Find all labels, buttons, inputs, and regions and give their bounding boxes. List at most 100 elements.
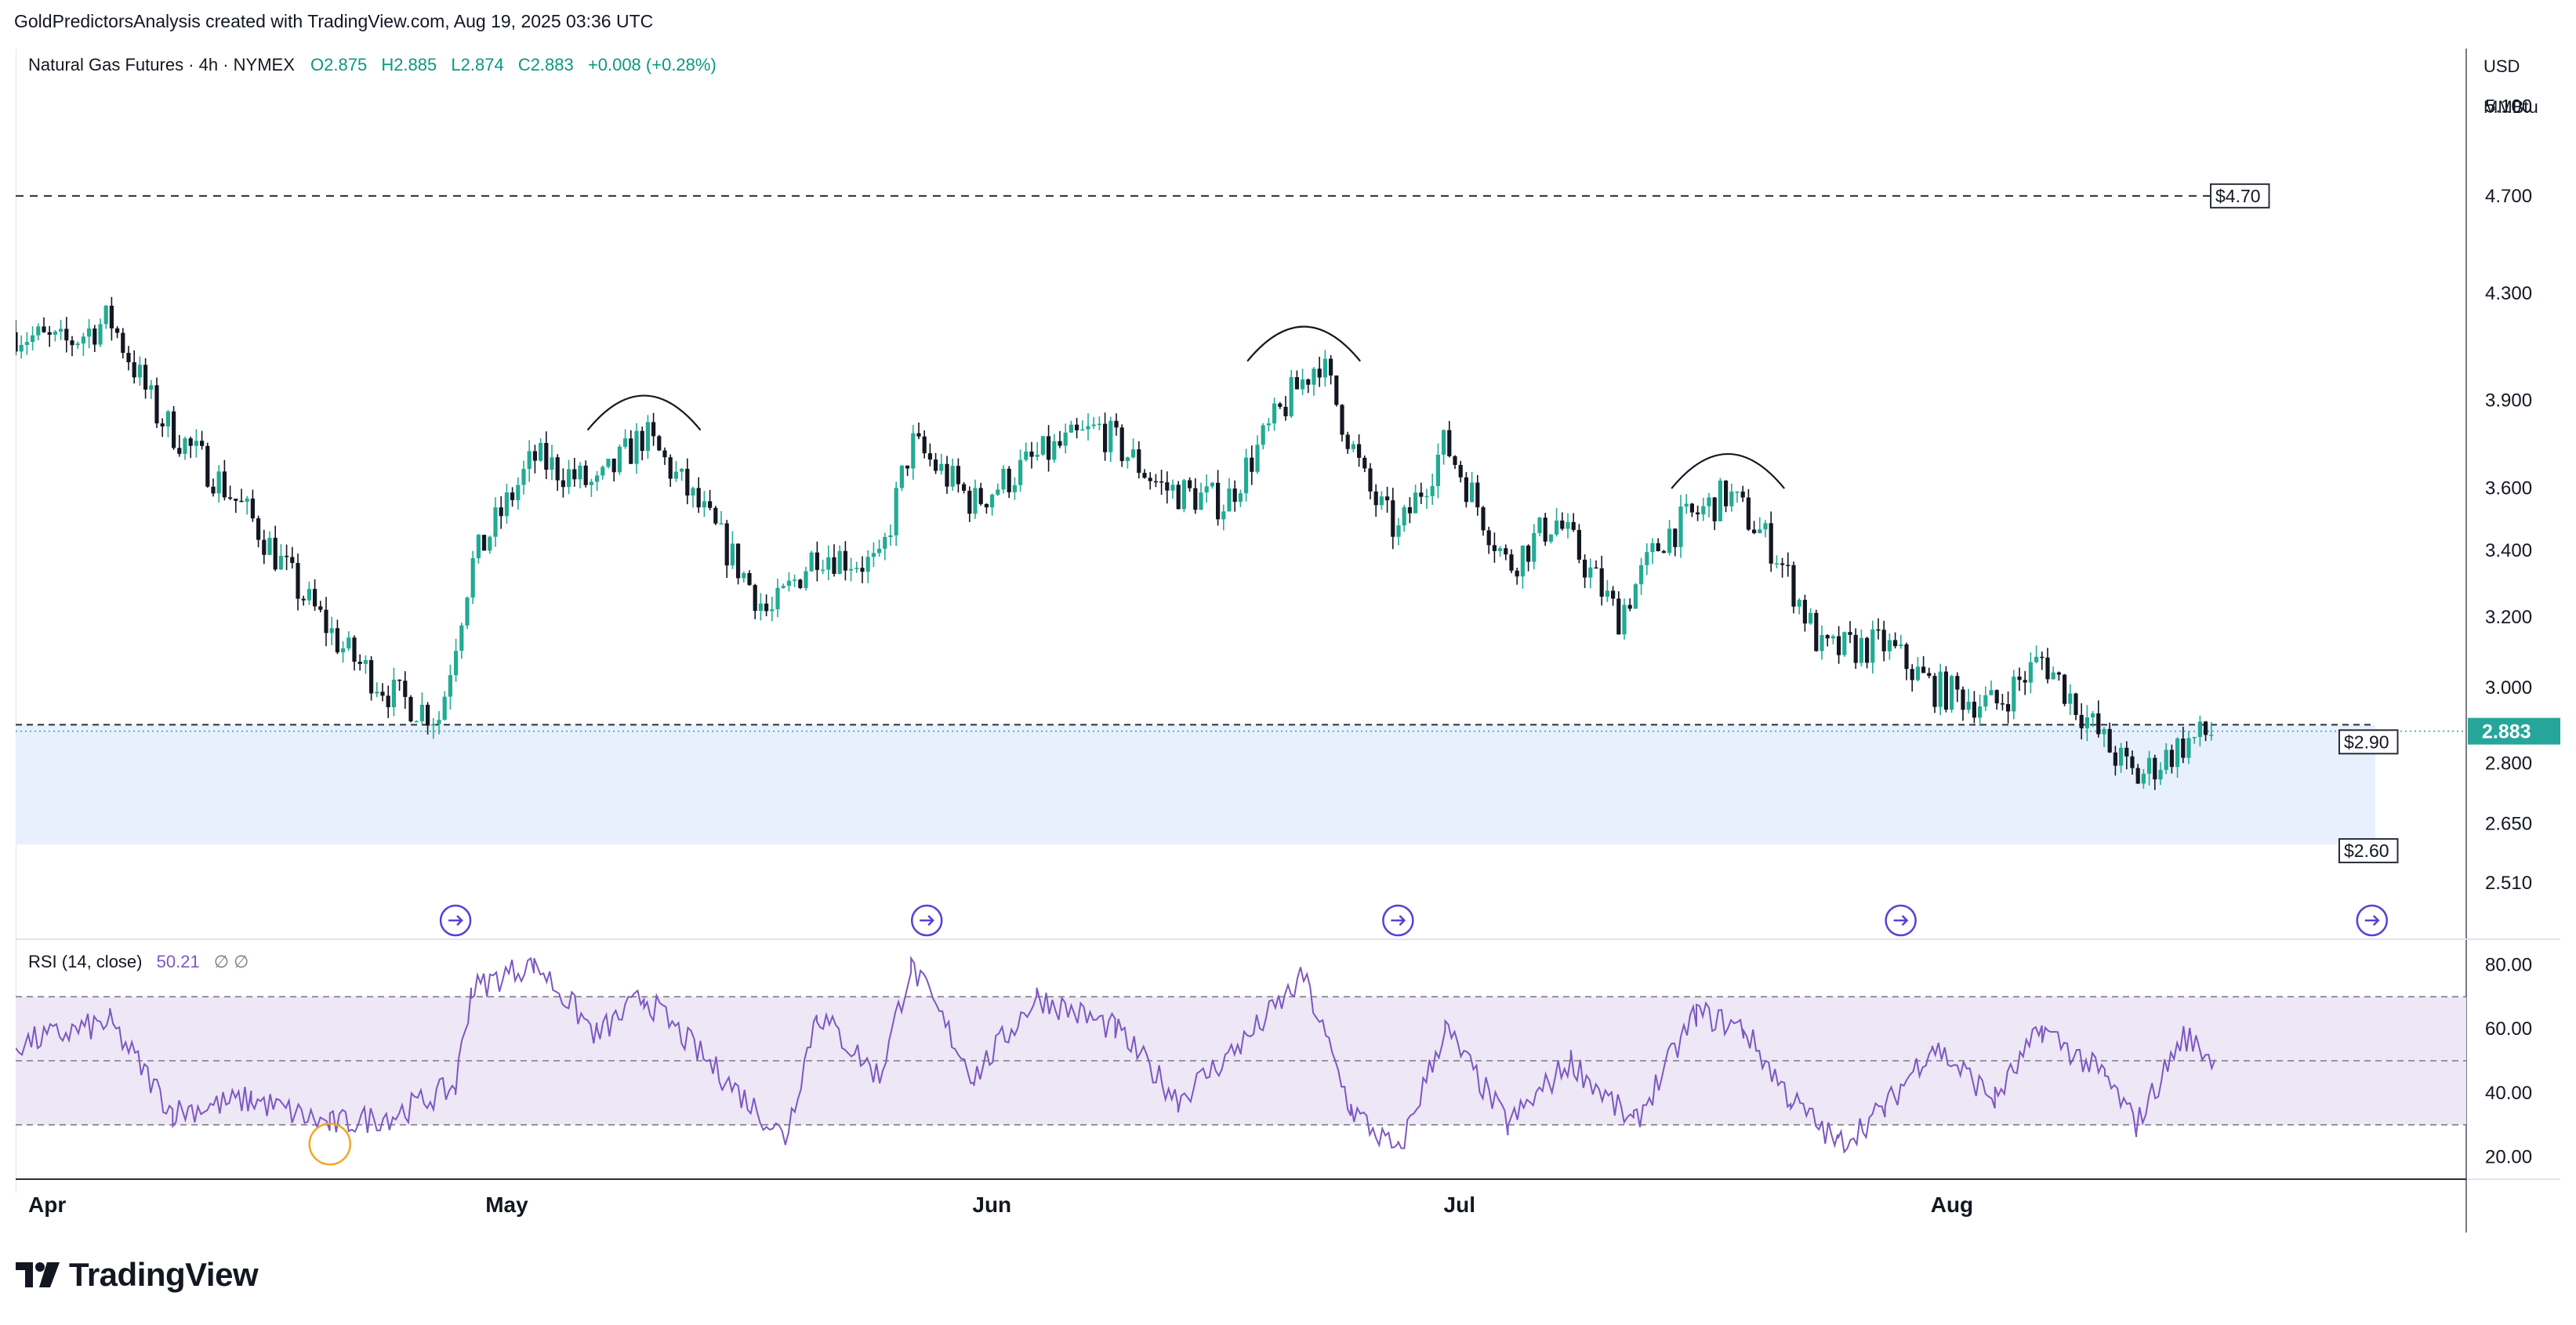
candle (2147, 750, 2152, 786)
candle (1887, 633, 1892, 660)
candle-body (273, 537, 278, 570)
candle (2102, 727, 2106, 747)
candle (1322, 350, 1327, 387)
candle (1165, 471, 1170, 504)
candle-body (894, 488, 898, 535)
tradingview-logo[interactable]: TradingView (16, 1256, 259, 1294)
candle-body (1780, 563, 1785, 565)
candle-body (532, 451, 537, 461)
rsi-line (15, 956, 2216, 1154)
candle (578, 462, 582, 488)
candle (815, 541, 819, 582)
rsi-tick-label: 40.00 (2485, 1083, 2532, 1104)
candle (1678, 495, 1683, 558)
candle-body (567, 469, 571, 488)
candle (318, 601, 323, 613)
candle-body (1661, 550, 1666, 554)
candle-body (1673, 528, 1678, 547)
candle (1216, 470, 1221, 526)
candle (1594, 560, 1598, 569)
candle (2023, 670, 2027, 695)
candle (1266, 418, 1271, 432)
candlestick-chart[interactable]: $4.70 $2.90 $2.60 5.100 4.700 4.300 3.900 3.60… (13, 49, 2560, 1232)
candle-body (1114, 420, 1119, 428)
candle-body (645, 422, 650, 452)
candle (250, 489, 255, 522)
candle (87, 318, 92, 349)
candle (2045, 648, 2050, 684)
candle-body (990, 494, 995, 508)
candle-body (1317, 368, 1322, 378)
candle-body (736, 543, 741, 579)
candle (708, 490, 713, 510)
candle (1458, 460, 1463, 483)
price-tick-label: 3.000 (2485, 677, 2532, 699)
candle-body (1419, 492, 1424, 497)
candle (375, 682, 379, 698)
candle (437, 710, 441, 735)
svg-text:Natural Gas Futures · 4h · NYM: Natural Gas Futures · 4h · NYMEX O2.875 … (28, 55, 717, 74)
candle (973, 479, 978, 519)
candle (2158, 762, 2163, 786)
candle-body (589, 481, 593, 485)
candle-body (1340, 405, 1344, 435)
candle-body (1424, 496, 1429, 498)
candle-body (2175, 739, 2180, 768)
currency-label[interactable]: USD (2483, 56, 2520, 76)
candle-body (826, 557, 831, 570)
candle-body (1520, 545, 1525, 577)
divider-icons-layer (439, 904, 2389, 937)
legend-change: +0.008 (+0.28%) (588, 55, 717, 74)
candle-body (188, 438, 193, 446)
candle (335, 619, 339, 655)
candle-body (488, 536, 492, 551)
candle-body (1351, 444, 1355, 449)
candle (1978, 695, 1983, 726)
support-zone-layer (16, 724, 2375, 844)
candle-body (1108, 420, 1113, 452)
candle (2197, 715, 2202, 747)
candle-body (2096, 713, 2101, 735)
candle (1616, 591, 1621, 635)
rsi-tick-label: 20.00 (2485, 1147, 2532, 1168)
candle-body (2124, 747, 2129, 757)
candle-body (2040, 656, 2044, 659)
candle-body (1007, 468, 1011, 492)
candle (1605, 579, 1609, 602)
candle (510, 487, 515, 507)
price-tick-label: 2.650 (2485, 813, 2532, 834)
candle (1492, 532, 1497, 563)
candle (1068, 420, 1073, 434)
candle-body (1899, 644, 1903, 647)
legend-close: C2.883 (518, 55, 574, 74)
candle (2153, 754, 2157, 790)
candle-body (555, 457, 560, 481)
candle (1921, 655, 1926, 673)
candle (561, 468, 565, 498)
candle-body (2051, 672, 2055, 680)
candle (1312, 367, 1316, 396)
candle-body (1312, 368, 1316, 385)
candle (1345, 431, 1350, 454)
candle (572, 457, 577, 487)
candle-body (1486, 530, 1491, 546)
candle (1012, 477, 1017, 500)
candle (431, 717, 436, 739)
candle (70, 336, 74, 357)
candle-body (1611, 590, 1616, 599)
candle-body (1966, 702, 1971, 710)
candle (865, 550, 870, 583)
candle-body (1938, 671, 1943, 707)
candle (1560, 512, 1565, 531)
candle-body (459, 625, 464, 652)
candle-body (470, 557, 475, 598)
candle-body (64, 329, 69, 341)
unit-label[interactable]: MMBtu (2483, 97, 2538, 117)
candle-body (1481, 507, 1486, 531)
candle-body (1029, 451, 1034, 457)
candle (736, 543, 741, 585)
legend-low: L2.874 (451, 55, 503, 74)
candle-body (442, 696, 447, 721)
candle-body (2017, 676, 2022, 681)
candle (1707, 492, 1711, 517)
